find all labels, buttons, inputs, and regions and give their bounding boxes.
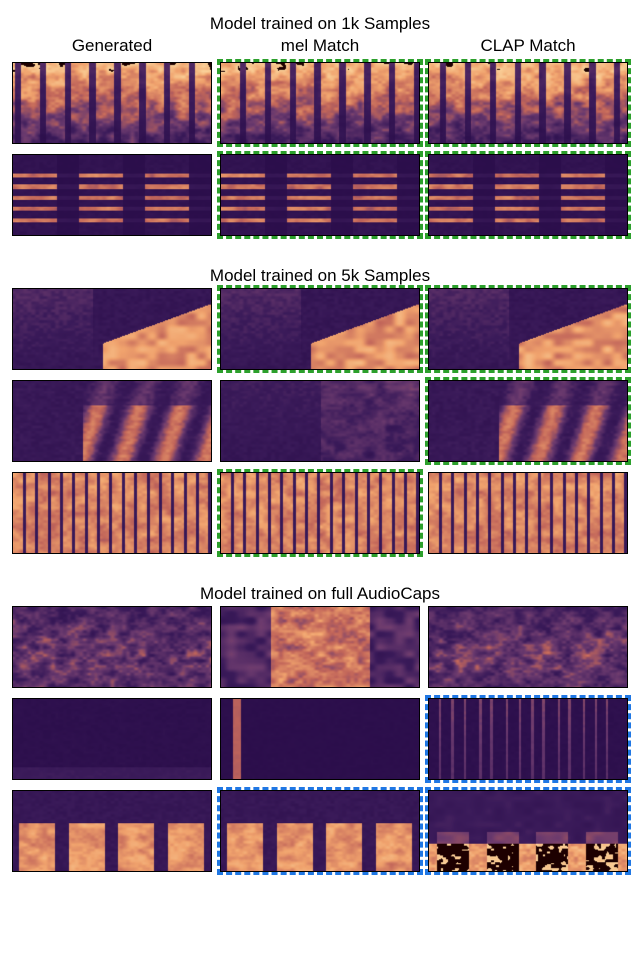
spectrogram-image [220,154,420,236]
spectrogram-cell [12,790,212,872]
spectrogram-row [12,62,628,144]
spectrogram-cell [220,154,420,236]
spectrogram-cell [220,790,420,872]
spectrogram-cell [12,288,212,370]
spectrogram-image [428,62,628,144]
spectrogram-image [428,606,628,688]
section-spacer [12,564,628,578]
section-title: Model trained on full AudioCaps [12,578,628,606]
spectrogram-image [428,288,628,370]
spectrogram-row [12,790,628,872]
spectrogram-image [220,606,420,688]
spectrogram-image [220,790,420,872]
section-spacer [12,246,628,260]
spectrogram-row [12,288,628,370]
spectrogram-cell [220,698,420,780]
spectrogram-cell [428,472,628,554]
spectrogram-image [12,698,212,780]
spectrogram-image [220,288,420,370]
spectrogram-cell [220,288,420,370]
spectrogram-cell [428,154,628,236]
spectrogram-cell [12,472,212,554]
spectrogram-image [220,62,420,144]
column-header: mel Match [220,36,420,56]
spectrogram-image [12,288,212,370]
spectrogram-image [428,154,628,236]
spectrogram-cell [12,698,212,780]
spectrogram-image [428,380,628,462]
spectrogram-cell [12,154,212,236]
spectrogram-cell [220,380,420,462]
spectrogram-cell [220,62,420,144]
spectrogram-row [12,698,628,780]
spectrogram-cell [428,62,628,144]
spectrogram-row [12,606,628,688]
spectrogram-row [12,380,628,462]
spectrogram-image [220,472,420,554]
spectrogram-row [12,472,628,554]
section-title: Model trained on 1k Samples [12,8,628,36]
spectrogram-cell [12,380,212,462]
spectrogram-image [428,472,628,554]
section-title: Model trained on 5k Samples [12,260,628,288]
spectrogram-cell [12,606,212,688]
spectrogram-image [12,62,212,144]
spectrogram-cell [12,62,212,144]
spectrogram-row [12,154,628,236]
column-headers: Generated mel Match CLAP Match [12,36,628,56]
column-header: CLAP Match [428,36,628,56]
spectrogram-image [12,380,212,462]
spectrogram-image [220,380,420,462]
spectrogram-cell [428,790,628,872]
spectrogram-cell [220,606,420,688]
column-header: Generated [12,36,212,56]
spectrogram-image [12,606,212,688]
spectrogram-image [12,154,212,236]
spectrogram-cell [428,288,628,370]
spectrogram-cell [428,698,628,780]
spectrogram-cell [220,472,420,554]
spectrogram-image [428,790,628,872]
spectrogram-image [12,472,212,554]
spectrogram-image [220,698,420,780]
spectrogram-cell [428,380,628,462]
spectrogram-image [428,698,628,780]
spectrogram-image [12,790,212,872]
spectrogram-cell [428,606,628,688]
